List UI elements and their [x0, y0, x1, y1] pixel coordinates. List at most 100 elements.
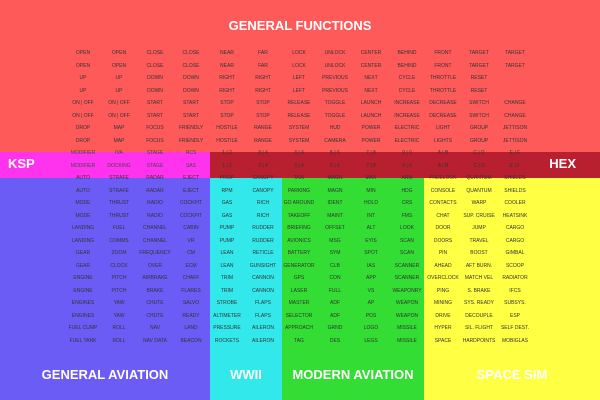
grid-cell: SCANNER	[394, 262, 420, 269]
grid-cell: LOGO	[363, 325, 379, 332]
grid-cell: START	[147, 112, 163, 119]
grid-cell: CLOSE	[182, 50, 200, 57]
grid-cell: RUDDER	[252, 225, 274, 232]
grid-cell: DES	[329, 337, 341, 344]
grid-cell: BRIEFING	[287, 225, 311, 232]
grid-cell: UNLOCK	[324, 50, 346, 57]
grid-cell: RANGE	[254, 125, 272, 132]
grid-cell: ON | OFF	[108, 112, 130, 119]
grid-cell: MAX	[365, 175, 377, 182]
grid-cell: FUEL CUMP	[68, 325, 98, 332]
grid-cell: ON | OFF	[72, 100, 94, 107]
grid-cell: SCAN	[400, 250, 414, 257]
grid-cell: TAXI	[293, 175, 305, 182]
grid-cell: MODE	[75, 200, 91, 207]
grid-cell: GENERATOR	[283, 262, 315, 269]
grid-cell: RANGE	[254, 137, 272, 144]
grid-cell: ELECTRIC	[394, 137, 420, 144]
grid-cell: FOCUS	[146, 137, 164, 144]
grid-row: FUEL TANK ROLL NAV DATA BEACON ROCKETS AILERO…	[65, 335, 569, 348]
grid-cell: CABIN	[183, 225, 199, 232]
grid-cell: CHANNEL	[143, 225, 167, 232]
grid-cell: STRAFE	[109, 187, 129, 194]
grid-cell: C | D	[473, 150, 485, 157]
grid-cell: CHANGE	[504, 112, 526, 119]
grid-cell: ALT	[366, 225, 376, 232]
grid-cell: FRIENDLY	[178, 125, 204, 132]
grid-cell: IFCS	[509, 287, 521, 294]
grid-row: MODE THRUST RADIO COCKPIT GAS RICH TAKEOFF MAIN…	[65, 210, 569, 223]
general-functions-region	[0, 0, 600, 152]
grid-cell: SHIELDS	[504, 187, 526, 194]
modern-aviation-title: MODERN AVIATION	[292, 367, 414, 382]
grid-cell: SWITCH	[469, 112, 489, 119]
grid-cell: TRIM	[220, 275, 234, 282]
ww2-region	[210, 178, 282, 400]
grid-cell: ENGINES	[71, 312, 95, 319]
grid-cell: EJECT	[183, 175, 199, 182]
grid-cell: CONSOLE	[430, 187, 456, 194]
grid-cell: FRIENDLY	[178, 137, 204, 144]
general-aviation-title: GENERAL AVIATION	[41, 367, 169, 382]
grid-cell: LOOK	[400, 225, 414, 232]
grid-cell: BOOST	[470, 250, 488, 257]
grid-cell: APP	[365, 275, 376, 282]
grid-row: MODIFIER IVA STAGE RCS 1 | 2 3 | 4 3 | 4 5 | 6 7…	[65, 147, 569, 160]
grid-cell: RCS	[185, 150, 197, 157]
grid-cell: ECM	[185, 262, 197, 269]
grid-cell: CLB	[330, 262, 340, 269]
grid-cell: MASTER	[288, 300, 310, 307]
grid-cell: GO AROUND	[283, 200, 315, 207]
hex-region	[210, 152, 600, 178]
space-sim-title: SPACE SIM	[476, 367, 548, 382]
grid-cell: MAP	[113, 125, 125, 132]
grid-cell: 5 | 6	[330, 162, 340, 169]
grid-row: LANDING COMMS CHANNEL VR PUMP RUDDER AVIONICS M…	[65, 235, 569, 248]
grid-cell: OPEN	[75, 62, 91, 69]
grid-cell: STAGE	[146, 150, 164, 157]
grid-cell: PUMP	[219, 225, 235, 232]
grid-cell: DECOUPLE	[465, 312, 493, 319]
grid-cell: TARGET	[469, 62, 489, 69]
grid-cell: START	[183, 100, 199, 107]
grid-cell: ELECTRIC	[394, 125, 420, 132]
grid-cell: THRUST	[108, 212, 130, 219]
grid-cell: GEAR	[75, 250, 91, 257]
grid-cell: MODE	[75, 212, 91, 219]
grid-cell: FULL	[328, 287, 342, 294]
grid-cell: BEHIND	[397, 62, 417, 69]
grid-row: OPEN OPEN CLOSE CLOSE NEAR FAR LOCK UNLOCK CENTE…	[65, 47, 569, 60]
grid-row: GEAR CLOCK OVER ECM LEAN GUNSIGHT GENERATOR CLB…	[65, 260, 569, 273]
grid-cell: CLOSE	[146, 62, 164, 69]
grid-cell: CHUTE	[146, 300, 164, 307]
grid-cell: DRIVE	[435, 312, 451, 319]
grid-cell: MINING	[433, 300, 453, 307]
grid-cell: 9 | 0	[402, 162, 412, 169]
grid-cell: YAW	[113, 312, 125, 319]
grid-cell: INCREASE	[394, 112, 420, 119]
grid-row: AUTO STRAFE RADAR EJECT RPM CANOPY PARKING MAGN…	[65, 185, 569, 198]
grid-cell: ALTIMETER	[213, 312, 241, 319]
grid-cell: HOLD	[364, 200, 378, 207]
grid-cell: NEXT	[364, 75, 378, 82]
grid-cell: MISSILE	[397, 325, 417, 332]
grid-cell: TAKEOFF	[287, 212, 311, 219]
grid-cell: BEACON	[180, 337, 202, 344]
grid-cell: ZOOM	[111, 250, 127, 257]
grid-cell: HOSTILE	[216, 137, 238, 144]
grid-cell: DROP	[75, 137, 91, 144]
grid-cell: 1 | 2	[222, 150, 232, 157]
grid-cell: UP	[79, 75, 87, 82]
grid-cell: LEFT	[292, 87, 306, 94]
grid-cell: GAS	[221, 212, 233, 219]
grid-cell: LIGHTS	[433, 137, 453, 144]
grid-cell: SYSTEM	[288, 125, 310, 132]
grid-cell: ON | OFF	[72, 112, 94, 119]
grid-cell: 3 | 4	[294, 162, 304, 169]
grid-row: UP UP DOWN DOWN RIGHT RIGHT LEFT PREVIOUS NEXT CY…	[65, 72, 569, 85]
grid-cell: SYS. READY	[463, 300, 494, 307]
grid-cell: ADF	[330, 300, 340, 307]
grid-cell: HOSTILE	[216, 125, 238, 132]
grid-cell: RIGHT	[219, 75, 235, 82]
grid-cell: FRONT	[434, 62, 452, 69]
